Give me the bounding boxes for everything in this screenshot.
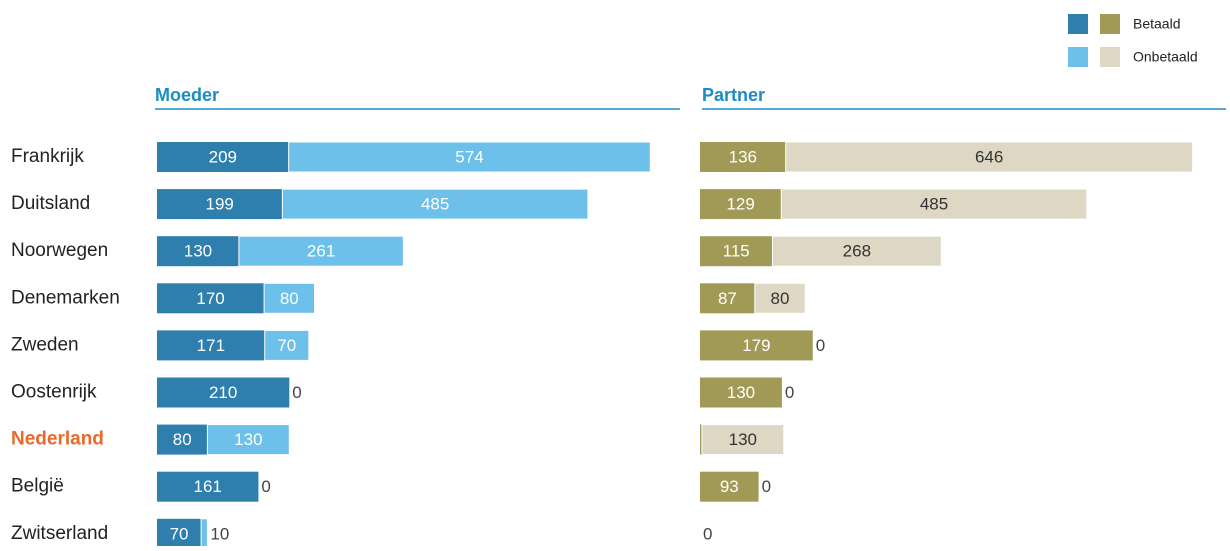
category-label: Noorwegen (11, 240, 108, 261)
bar-segment (700, 283, 755, 314)
bar-segment (263, 282, 316, 314)
category-label: Duitsland (11, 193, 90, 214)
value-label: 210 (209, 383, 237, 402)
value-label: 209 (209, 147, 237, 166)
bar-segment (157, 471, 259, 502)
value-label: 0 (703, 524, 712, 543)
category-label: Nederland (11, 429, 104, 450)
value-label: 268 (843, 242, 871, 261)
value-label: 0 (816, 336, 825, 355)
value-label: 171 (197, 336, 225, 355)
panel-title: Moeder (155, 85, 219, 105)
value-label: 129 (726, 195, 754, 214)
value-label: 80 (173, 430, 192, 449)
bar-segment (238, 235, 404, 267)
value-label: 130 (234, 430, 262, 449)
bar-segment (780, 188, 1088, 220)
bar-segment (157, 518, 202, 549)
value-label: 199 (205, 195, 233, 214)
bar-segment (157, 189, 283, 220)
bar-segment (700, 142, 786, 172)
bar-segment (700, 189, 782, 220)
value-label: 161 (194, 477, 222, 496)
legend-label: Onbetaald (1133, 49, 1198, 65)
value-label: 136 (729, 147, 757, 166)
value-label: 80 (771, 289, 790, 308)
bar-segment (157, 142, 289, 172)
value-label: 93 (720, 477, 739, 496)
legend-swatch (1068, 14, 1088, 34)
value-label: 646 (975, 147, 1003, 166)
value-label: 115 (723, 242, 750, 261)
value-label: 70 (277, 336, 296, 355)
legend-swatch (1100, 47, 1120, 67)
bar-segment (206, 424, 290, 456)
value-label: 170 (196, 289, 224, 308)
category-label: Zwitserland (11, 523, 108, 544)
bar-segment (157, 377, 290, 408)
value-label: 70 (170, 524, 189, 543)
category-label: Oostenrijk (11, 382, 97, 403)
bar-segment (700, 471, 759, 502)
legend-swatch (1068, 47, 1088, 67)
category-label: Zweden (11, 334, 79, 355)
legend-swatch (1100, 14, 1120, 34)
value-label: 485 (920, 195, 948, 214)
value-label: 130 (729, 430, 757, 449)
bar-segment (700, 330, 813, 361)
value-label: 0 (292, 383, 301, 402)
panel-title: Partner (702, 85, 765, 105)
value-label: 485 (421, 195, 449, 214)
value-label: 130 (184, 242, 212, 261)
value-label: 0 (762, 477, 771, 496)
value-label: 130 (727, 383, 755, 402)
bar-segment (200, 518, 208, 550)
bar-segment (264, 329, 310, 361)
bar-segment (157, 330, 265, 361)
bar-segment (700, 377, 782, 408)
bar-segment (157, 283, 265, 314)
value-label: 179 (742, 336, 770, 355)
category-label: Frankrijk (11, 146, 84, 167)
bar-segment (700, 424, 702, 455)
bar-segment (157, 424, 208, 455)
value-label: 80 (280, 289, 299, 308)
bar-segment (288, 141, 651, 173)
bar-segment (754, 282, 806, 314)
value-label: 574 (455, 147, 483, 166)
category-label: Denemarken (11, 287, 120, 308)
value-label: 87 (718, 289, 737, 308)
bar-segment (157, 236, 239, 267)
bar-segment (701, 424, 785, 456)
category-label: België (11, 476, 64, 497)
legend-label: Betaald (1133, 16, 1180, 32)
bar-segment (785, 141, 1194, 173)
bar-segment (281, 188, 589, 220)
bar-segment (771, 235, 942, 267)
value-label: 0 (785, 383, 794, 402)
bar-segment (700, 236, 773, 267)
value-label: 0 (261, 477, 270, 496)
value-label: 10 (210, 524, 229, 543)
value-label: 261 (307, 242, 335, 261)
